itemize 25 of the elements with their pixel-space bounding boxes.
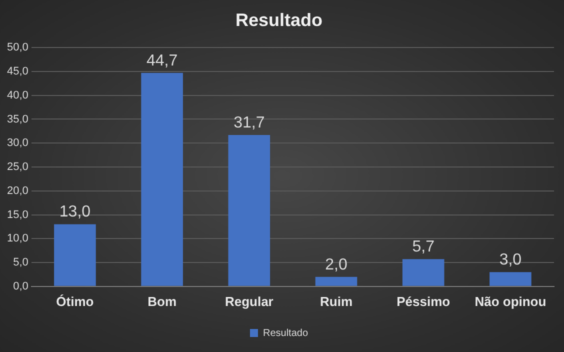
data-label: 3,0 <box>499 251 522 268</box>
data-label: 5,7 <box>412 238 435 256</box>
x-tick-label: Péssimo <box>396 294 450 309</box>
data-label: 13,0 <box>59 204 91 221</box>
data-label: 2,0 <box>325 256 348 274</box>
y-tick-label: 50,0 <box>6 42 28 54</box>
y-tick-label: 30,0 <box>6 137 28 150</box>
data-label: 31,7 <box>234 114 265 132</box>
y-tick-label: 5,0 <box>13 256 28 269</box>
y-tick-label: 10,0 <box>6 232 28 245</box>
y-tick-label: 35,0 <box>6 113 28 126</box>
x-tick-label: Ótimo <box>56 294 94 309</box>
data-label: 44,7 <box>146 52 178 70</box>
y-tick-label: 45,0 <box>6 66 28 78</box>
legend-label: Resultado <box>262 328 308 339</box>
y-tick-label: 0,0 <box>13 280 28 292</box>
x-tick-label: Bom <box>148 294 176 309</box>
x-tick-label: Não opinou <box>474 294 546 309</box>
y-tick-label: 20,0 <box>6 184 28 197</box>
y-tick-label: 25,0 <box>6 161 28 174</box>
x-tick-label: Regular <box>224 294 274 309</box>
x-tick-label: Ruim <box>320 294 353 309</box>
y-tick-label: 40,0 <box>6 89 28 102</box>
chart-title: Resultado <box>235 10 323 30</box>
y-tick-label: 15,0 <box>6 208 28 221</box>
